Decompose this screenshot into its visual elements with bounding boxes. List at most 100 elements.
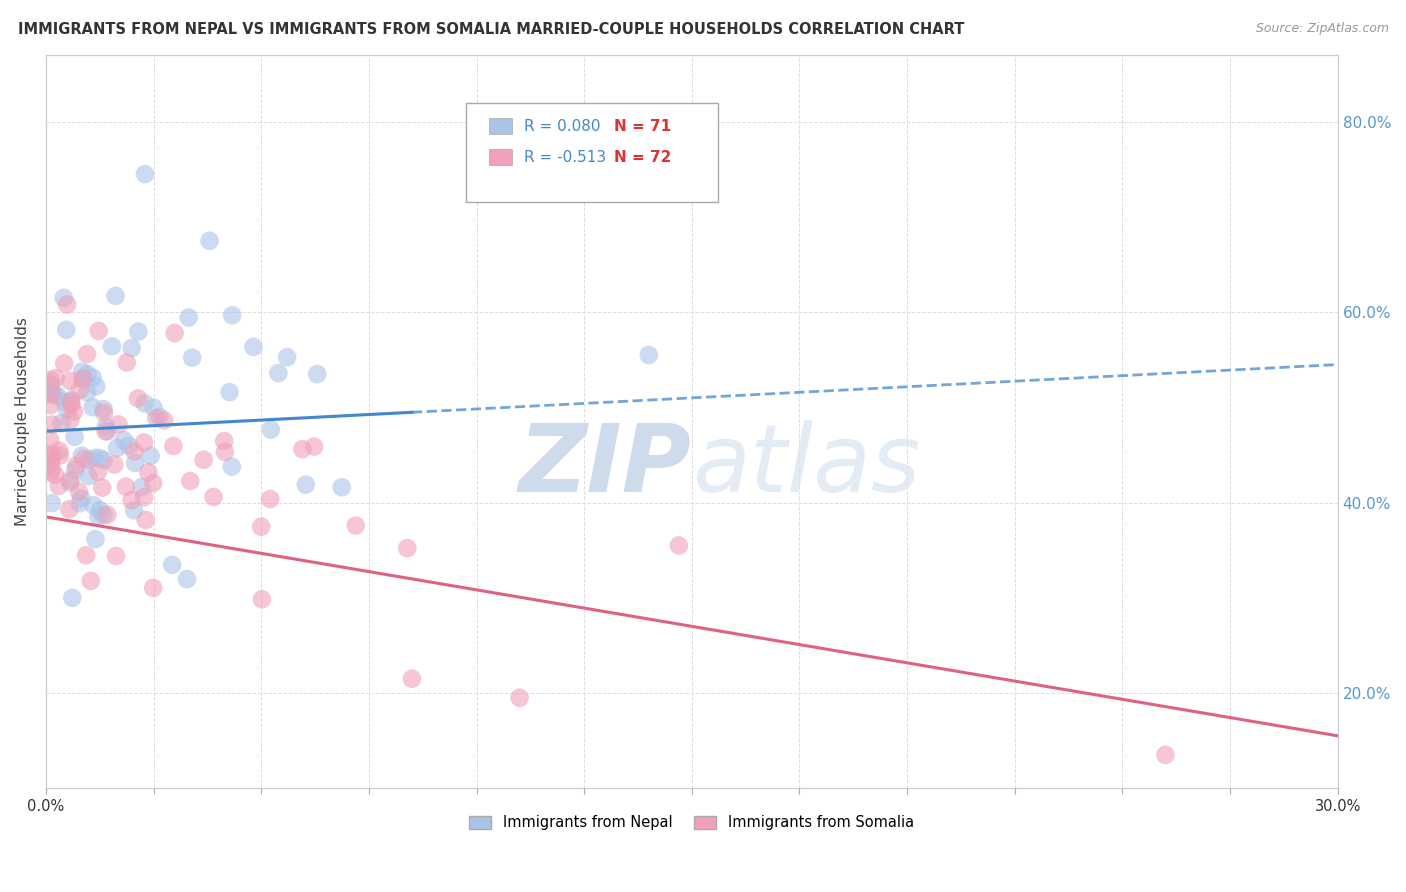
Point: [70, 365, 93, 379]
Point: [121, 493, 143, 508]
Point: [76, 347, 98, 361]
Point: [94, 419, 117, 434]
Point: [39, 379, 62, 393]
Point: [39, 387, 62, 401]
FancyBboxPatch shape: [465, 103, 717, 202]
Point: [142, 476, 165, 491]
Point: [48, 479, 70, 493]
Point: [77, 469, 100, 483]
Point: [668, 538, 690, 552]
Point: [41, 461, 63, 475]
Point: [59, 412, 82, 426]
Point: [59, 374, 82, 388]
Point: [72, 371, 94, 385]
Point: [344, 518, 367, 533]
Y-axis label: Married-couple Households: Married-couple Households: [15, 318, 30, 526]
Point: [73, 452, 96, 467]
Point: [131, 480, 153, 494]
Point: [163, 326, 186, 340]
Point: [67, 484, 90, 499]
Text: Source: ZipAtlas.com: Source: ZipAtlas.com: [1256, 22, 1389, 36]
Point: [276, 350, 298, 364]
Point: [250, 519, 273, 533]
Point: [214, 445, 236, 459]
Point: [58, 502, 80, 516]
Point: [60, 394, 83, 409]
Point: [42, 386, 65, 401]
Point: [65, 458, 87, 473]
Point: [162, 439, 184, 453]
Text: N = 72: N = 72: [614, 150, 672, 164]
Point: [93, 406, 115, 420]
Point: [93, 453, 115, 467]
Point: [1154, 747, 1177, 762]
Point: [60, 392, 83, 407]
Point: [127, 392, 149, 406]
Point: [63, 404, 86, 418]
Point: [115, 355, 138, 369]
Point: [242, 340, 264, 354]
Point: [80, 574, 103, 588]
Point: [55, 402, 77, 417]
Point: [127, 325, 149, 339]
Point: [291, 442, 314, 457]
Point: [134, 396, 156, 410]
Point: [177, 310, 200, 325]
Point: [75, 548, 97, 562]
Point: [134, 435, 156, 450]
Point: [87, 324, 110, 338]
Point: [118, 439, 141, 453]
Point: [83, 498, 105, 512]
Point: [134, 167, 156, 181]
Point: [121, 341, 143, 355]
Point: [55, 323, 77, 337]
Point: [115, 479, 138, 493]
Point: [302, 440, 325, 454]
Point: [330, 480, 353, 494]
Point: [46, 388, 69, 402]
Point: [77, 452, 100, 467]
Point: [267, 366, 290, 380]
Point: [124, 456, 146, 470]
Text: R = 0.080: R = 0.080: [524, 119, 600, 134]
Point: [212, 434, 235, 448]
Point: [93, 402, 115, 417]
Point: [250, 592, 273, 607]
Point: [112, 434, 135, 448]
Point: [82, 401, 104, 415]
Point: [53, 356, 76, 370]
Point: [69, 496, 91, 510]
Point: [221, 459, 243, 474]
Bar: [489, 149, 512, 165]
Point: [39, 465, 62, 479]
Point: [44, 467, 66, 482]
Point: [259, 491, 281, 506]
Point: [401, 672, 423, 686]
Point: [39, 457, 62, 471]
Point: [84, 379, 107, 393]
Point: [91, 508, 114, 522]
Point: [193, 452, 215, 467]
Point: [202, 490, 225, 504]
Point: [59, 473, 82, 487]
Point: [84, 532, 107, 546]
Point: [179, 474, 201, 488]
Point: [60, 398, 83, 412]
Point: [70, 491, 93, 506]
Point: [198, 234, 221, 248]
Point: [39, 448, 62, 462]
Point: [48, 443, 70, 458]
Point: [41, 496, 63, 510]
Point: [53, 395, 76, 409]
Point: [69, 383, 91, 397]
Text: R = -0.513: R = -0.513: [524, 150, 606, 164]
Point: [94, 425, 117, 439]
Point: [153, 413, 176, 427]
Point: [103, 458, 125, 472]
Point: [218, 385, 240, 400]
Text: IMMIGRANTS FROM NEPAL VS IMMIGRANTS FROM SOMALIA MARRIED-COUPLE HOUSEHOLDS CORRE: IMMIGRANTS FROM NEPAL VS IMMIGRANTS FROM…: [18, 22, 965, 37]
Point: [221, 308, 243, 322]
Legend: Immigrants from Nepal, Immigrants from Somalia: Immigrants from Nepal, Immigrants from S…: [464, 809, 920, 836]
Point: [139, 449, 162, 463]
Point: [176, 572, 198, 586]
